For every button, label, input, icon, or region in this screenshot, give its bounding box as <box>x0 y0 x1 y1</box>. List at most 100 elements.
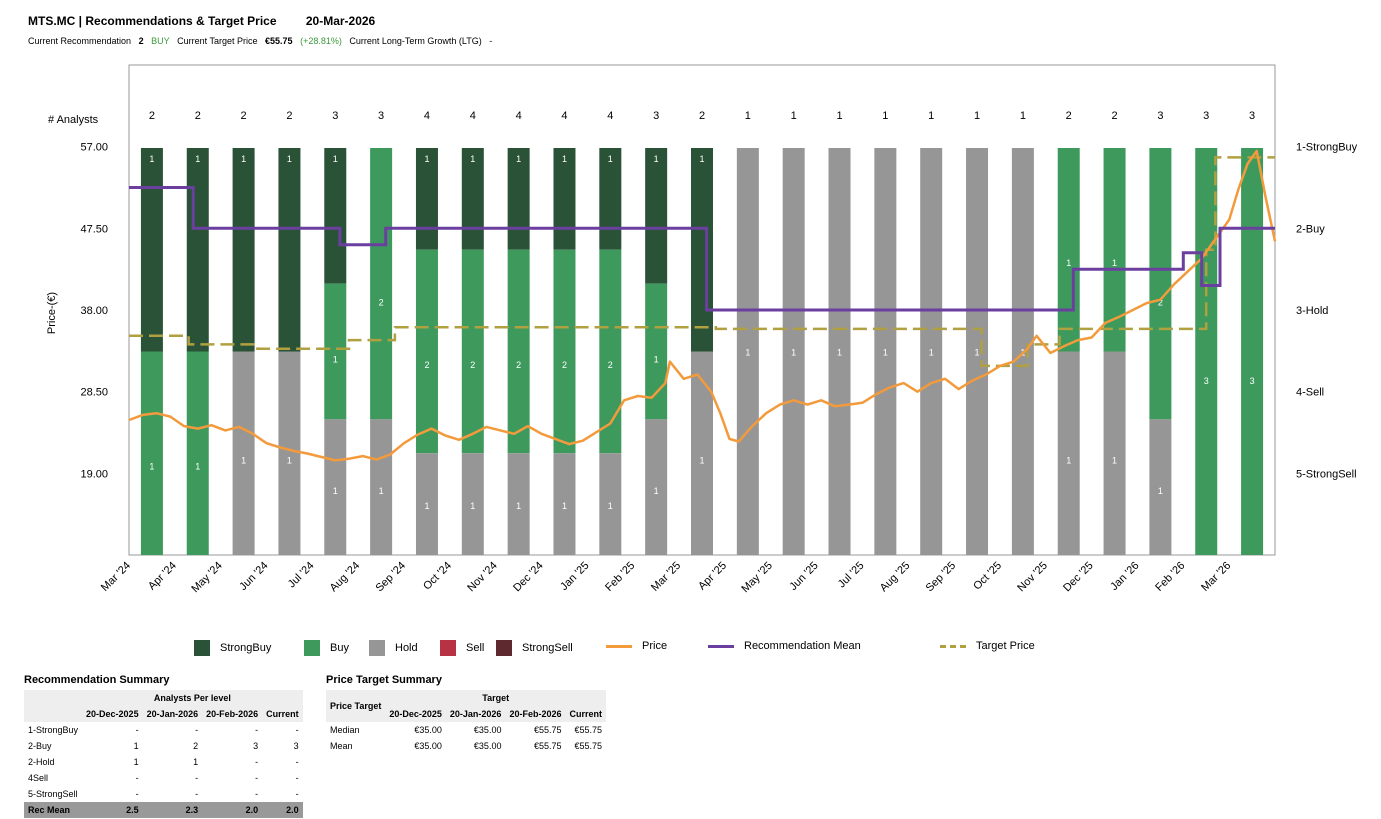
bar-segment-buy <box>415 249 438 454</box>
bar-count-label: 2 <box>562 360 567 370</box>
bar-segment-buy <box>645 283 668 420</box>
bar-count-label: 1 <box>195 462 200 472</box>
target-price-line <box>129 156 1275 368</box>
table-row: 2-Buy 1 2 3 3 <box>28 741 299 751</box>
bar-count-label: 1 <box>287 154 292 164</box>
ltg-label: Current Long-Term Growth (LTG) <box>349 36 482 46</box>
bar-count-label: 1 <box>1066 258 1071 268</box>
x-tick-label: Jun '25 <box>787 560 820 593</box>
target-label: Current Target Price <box>177 36 258 46</box>
bar-segment-buy <box>140 351 163 555</box>
bar-segment-hold <box>507 453 530 555</box>
legend-hold: Hold <box>369 640 418 656</box>
y2-tick-label: 1-StrongBuy <box>1296 142 1358 154</box>
bar-count-label: 1 <box>241 455 246 465</box>
col-header: Current <box>569 709 602 719</box>
bar-segment-hold <box>324 419 347 555</box>
bar-segment-buy <box>1149 148 1172 420</box>
bar-count-label: 3 <box>1250 376 1255 386</box>
table-row: 5-StrongSell - - - - <box>28 789 299 799</box>
analyst-count: 2 <box>149 110 155 122</box>
analyst-count: 1 <box>1020 110 1026 122</box>
legend-strongsell: StrongSell <box>496 640 573 656</box>
table-row: Median €35.00 €35.00 €55.75 €55.75 <box>330 725 602 735</box>
x-tick-label: May '25 <box>739 560 774 595</box>
bar-segment-strongbuy <box>691 148 713 352</box>
bar-count-label: 1 <box>1112 455 1117 465</box>
bar-count-label: 1 <box>379 486 384 496</box>
legend-strongbuy: StrongBuy <box>194 640 271 656</box>
analyst-count: 3 <box>332 110 338 122</box>
recommendation-mean-line <box>129 186 1275 312</box>
x-tick-label: Nov '24 <box>465 560 500 595</box>
bar-segment-strongbuy <box>278 148 301 352</box>
y-axis-title: Price-(€) <box>46 292 58 334</box>
price-target-summary: Price Target Summary Price Target Target… <box>326 674 606 754</box>
analysts-axis-label: # Analysts <box>48 114 99 126</box>
table-row: 1-StrongBuy - - - - <box>28 725 299 735</box>
bar-count-label: 2 <box>470 360 475 370</box>
analyst-count: 1 <box>745 110 751 122</box>
x-tick-label: Aug '24 <box>328 560 363 595</box>
y2-tick-label: 2-Buy <box>1296 223 1325 235</box>
legend-price: Price <box>606 640 667 652</box>
bar-count-label: 1 <box>654 486 659 496</box>
analyst-count: 4 <box>561 110 567 122</box>
bar-count-label: 1 <box>470 154 475 164</box>
col-header: 20-Feb-2026 <box>206 709 259 719</box>
col-header: 20-Jan-2026 <box>146 709 199 719</box>
bar-segment-hold <box>645 419 668 555</box>
bar-count-label: 2 <box>608 360 613 370</box>
bar-count-label: 1 <box>195 154 200 164</box>
bar-count-label: 1 <box>1112 258 1117 268</box>
x-tick-label: Mar '25 <box>649 560 683 594</box>
x-tick-label: Mar '26 <box>1199 560 1233 594</box>
legend-swatch <box>194 640 210 656</box>
analyst-count: 1 <box>928 110 934 122</box>
table-row: Mean €35.00 €35.00 €55.75 €55.75 <box>330 741 602 751</box>
analyst-count: 2 <box>699 110 705 122</box>
bar-segment-hold <box>1149 419 1172 555</box>
bar-segment-hold <box>828 148 851 555</box>
x-tick-label: Dec '24 <box>511 560 546 595</box>
price-row-header: Price Target <box>330 701 382 711</box>
bar-count-label: 1 <box>745 348 750 358</box>
analyst-count: 3 <box>378 110 384 122</box>
bar-count-label: 1 <box>287 455 292 465</box>
legend-line <box>940 644 966 648</box>
col-header: Current <box>266 709 299 719</box>
bar-count-label: 1 <box>608 501 613 511</box>
legend-line <box>708 644 734 648</box>
bar-segment-strongbuy <box>645 148 668 284</box>
bar-count-label: 2 <box>1158 297 1163 307</box>
price-line <box>128 149 1277 462</box>
price-group-header: Target <box>482 693 510 703</box>
bar-count-label: 1 <box>1158 486 1163 496</box>
bar-count-label: 1 <box>791 348 796 358</box>
x-tick-label: Dec '25 <box>1061 560 1096 595</box>
bar-segment-buy <box>461 249 484 454</box>
bar-count-label: 1 <box>516 154 521 164</box>
x-tick-label: Oct '25 <box>971 560 1004 593</box>
title-text: MTS.MC | Recommendations & Target Price <box>28 14 277 28</box>
bar-segment-buy <box>1057 148 1080 352</box>
legend-swatch <box>440 640 456 656</box>
analyst-count: 1 <box>882 110 888 122</box>
bar-segment-hold <box>1103 351 1126 555</box>
y-tick-label: 57.00 <box>80 142 108 154</box>
bar-count-label: 1 <box>424 501 429 511</box>
analyst-count: 1 <box>974 110 980 122</box>
analyst-count: 3 <box>1249 110 1255 122</box>
x-tick-label: Nov '25 <box>1015 560 1050 595</box>
bar-count-label: 1 <box>562 501 567 511</box>
x-tick-label: Feb '25 <box>603 560 637 594</box>
bar-segment-strongbuy <box>507 148 530 250</box>
recommendations-chart: 1 1 2 1 1 2 1 1 2 1 1 2 1 1 1 3 2 1 3 1 2 1 4 1 2 1 4 1 2 1 4 1 2 1 4 1 2 1 4 1… <box>46 64 1358 595</box>
bar-segment-hold <box>461 453 484 555</box>
recommendation-summary: Recommendation Summary Analysts Per leve… <box>24 674 303 818</box>
bar-count-label: 2 <box>424 360 429 370</box>
bar-count-label: 2 <box>379 297 384 307</box>
bar-segment-hold <box>599 453 622 555</box>
legend-sell: Sell <box>440 640 484 656</box>
bar-segment-buy <box>1195 148 1218 555</box>
